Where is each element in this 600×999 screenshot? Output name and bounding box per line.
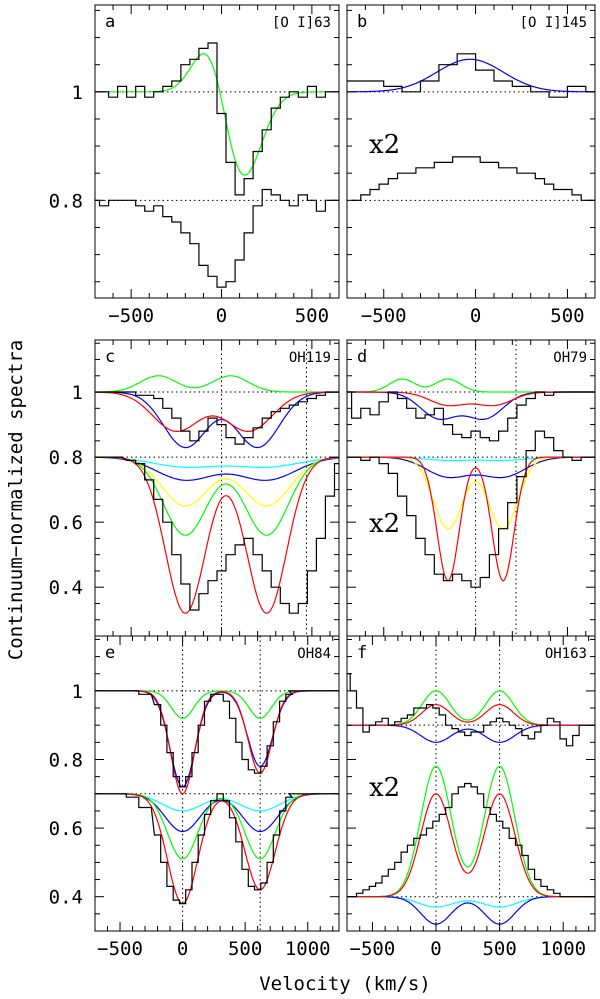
y-tick-label: 0.4: [49, 887, 83, 909]
plot-area: [347, 636, 595, 931]
observed-spectrum: [347, 673, 595, 747]
plot-area: [95, 636, 339, 931]
x-tick-label: −500: [97, 938, 143, 960]
panel-tag: c: [105, 347, 115, 367]
model-curve: [347, 793, 595, 898]
observed-spectrum: [95, 188, 339, 288]
x-tick-label: 0: [177, 938, 188, 960]
observed-spectrum: [95, 690, 339, 788]
observed-spectrum: [95, 793, 339, 905]
observed-spectrum: [95, 456, 339, 614]
model-curve: [347, 456, 595, 582]
y-tick-label: 1: [72, 82, 83, 104]
observed-spectrum: [347, 53, 595, 98]
observed-spectrum: [347, 430, 595, 588]
line-id-label: OH163: [545, 646, 587, 662]
model-curve: [347, 391, 595, 407]
x-tick-label: 1000: [540, 938, 586, 960]
observed-spectrum: [347, 782, 595, 898]
panel-frame: [346, 635, 596, 932]
line-id-label: [O I]145: [520, 15, 587, 31]
model-curve: [347, 378, 595, 393]
x-axis-title: Velocity (km/s): [259, 973, 431, 995]
model-curve: [95, 793, 339, 905]
model-curve: [95, 391, 339, 432]
plot-area: [347, 53, 595, 201]
plot-area: [95, 42, 339, 288]
model-curve: [347, 58, 595, 93]
panel-d: d OH79 x2: [346, 339, 596, 637]
observed-spectrum: [347, 391, 595, 442]
y-tick-label: 1: [72, 681, 83, 703]
x-tick-label: −500: [361, 305, 407, 327]
panel-frame: [346, 339, 596, 637]
y-tick-label: 1: [72, 382, 83, 404]
panel-f: −500 0 500 1000 f OH163 x2: [346, 635, 596, 960]
model-curve: [95, 456, 339, 468]
panel-b: −500 0 500 b [O I]145 x2: [346, 4, 596, 327]
panels-group: −500 0 500 0.8 1 a [O I]63 −500 0 500 b [O I]145 x2 0…: [49, 4, 596, 960]
panel-tag: b: [357, 12, 367, 32]
x-tick-label: −500: [108, 305, 154, 327]
model-curve: [95, 690, 339, 788]
observed-spectrum: [351, 156, 595, 201]
plot-area: [347, 340, 595, 636]
y-tick-label: 0.8: [49, 190, 83, 212]
x-tick-label: 1000: [285, 938, 331, 960]
y-axis-title: Continuum−normalized spectra: [5, 340, 27, 660]
model-curve: [347, 690, 595, 726]
x-tick-label: 0: [470, 305, 481, 327]
model-curve: [95, 456, 339, 507]
y-tick-label: 0.6: [49, 818, 83, 840]
model-curve: [95, 690, 339, 719]
observed-spectrum: [95, 42, 339, 196]
y-tick-label: 0.6: [49, 512, 83, 534]
panel-frame: [94, 4, 340, 299]
panel-tag: d: [357, 347, 367, 367]
x-tick-label: 500: [482, 938, 516, 960]
model-curve: [95, 375, 339, 393]
panel-e: −500 0 500 1000 0.4 0.6 0.8 1 e OH84: [49, 635, 340, 960]
x-tick-label: 500: [295, 305, 329, 327]
panel-frame: [94, 635, 340, 932]
scale-note: x2: [369, 773, 400, 803]
x-tick-label: 0: [430, 938, 441, 960]
y-tick-label: 0.8: [49, 447, 83, 469]
model-curve: [95, 456, 339, 614]
panel-frame: [346, 4, 596, 299]
panel-a: −500 0 500 0.8 1 a [O I]63: [49, 4, 340, 327]
line-id-label: OH79: [553, 350, 587, 366]
panel-tag: e: [105, 643, 115, 663]
model-curve: [95, 456, 339, 536]
scale-note: x2: [369, 130, 400, 160]
x-tick-label: 500: [550, 305, 584, 327]
panel-tag: f: [357, 643, 367, 663]
x-tick-label: 500: [228, 938, 262, 960]
model-curve: [95, 690, 339, 795]
x-tick-label: −500: [350, 938, 396, 960]
y-tick-label: 0.8: [49, 749, 83, 771]
x-tick-label: 0: [216, 305, 227, 327]
model-curve: [347, 391, 595, 420]
line-id-label: OH119: [289, 350, 331, 366]
plot-area: [95, 340, 339, 636]
model-curve: [347, 896, 595, 908]
observed-spectrum: [95, 391, 339, 445]
panel-c: 0.4 0.6 0.8 1 c OH119: [49, 339, 340, 637]
line-id-label: OH84: [297, 646, 331, 662]
scale-note: x2: [369, 509, 400, 539]
y-tick-label: 0.4: [49, 577, 83, 599]
panel-tag: a: [105, 12, 115, 32]
line-id-label: [O I]63: [272, 15, 331, 31]
